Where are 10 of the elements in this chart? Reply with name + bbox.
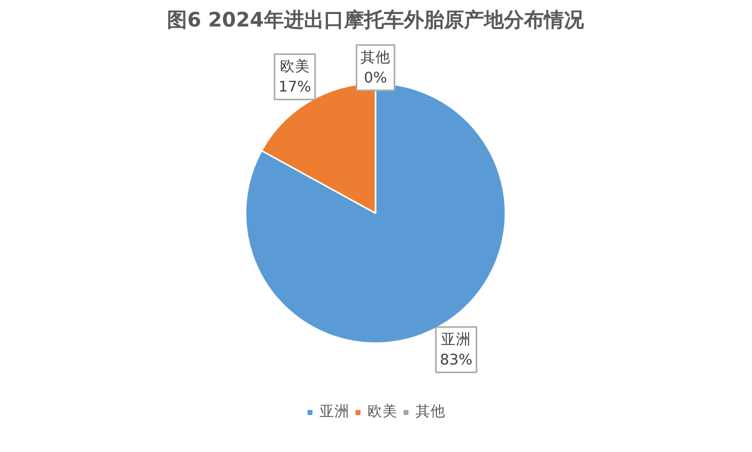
slice-label: 欧美	[280, 58, 310, 76]
legend-label: 亚洲	[320, 402, 350, 421]
legend-label: 其他	[416, 402, 446, 421]
legend-label: 欧美	[368, 402, 398, 421]
slice-label: 亚洲	[441, 330, 472, 348]
chart-title: 图6 2024年进出口摩托车外胎原产地分布情况	[167, 8, 585, 32]
data-label: 83%	[440, 351, 473, 368]
text: 0%	[364, 69, 388, 86]
data-label: 17%	[278, 78, 312, 96]
category-label: 其他	[360, 48, 390, 66]
